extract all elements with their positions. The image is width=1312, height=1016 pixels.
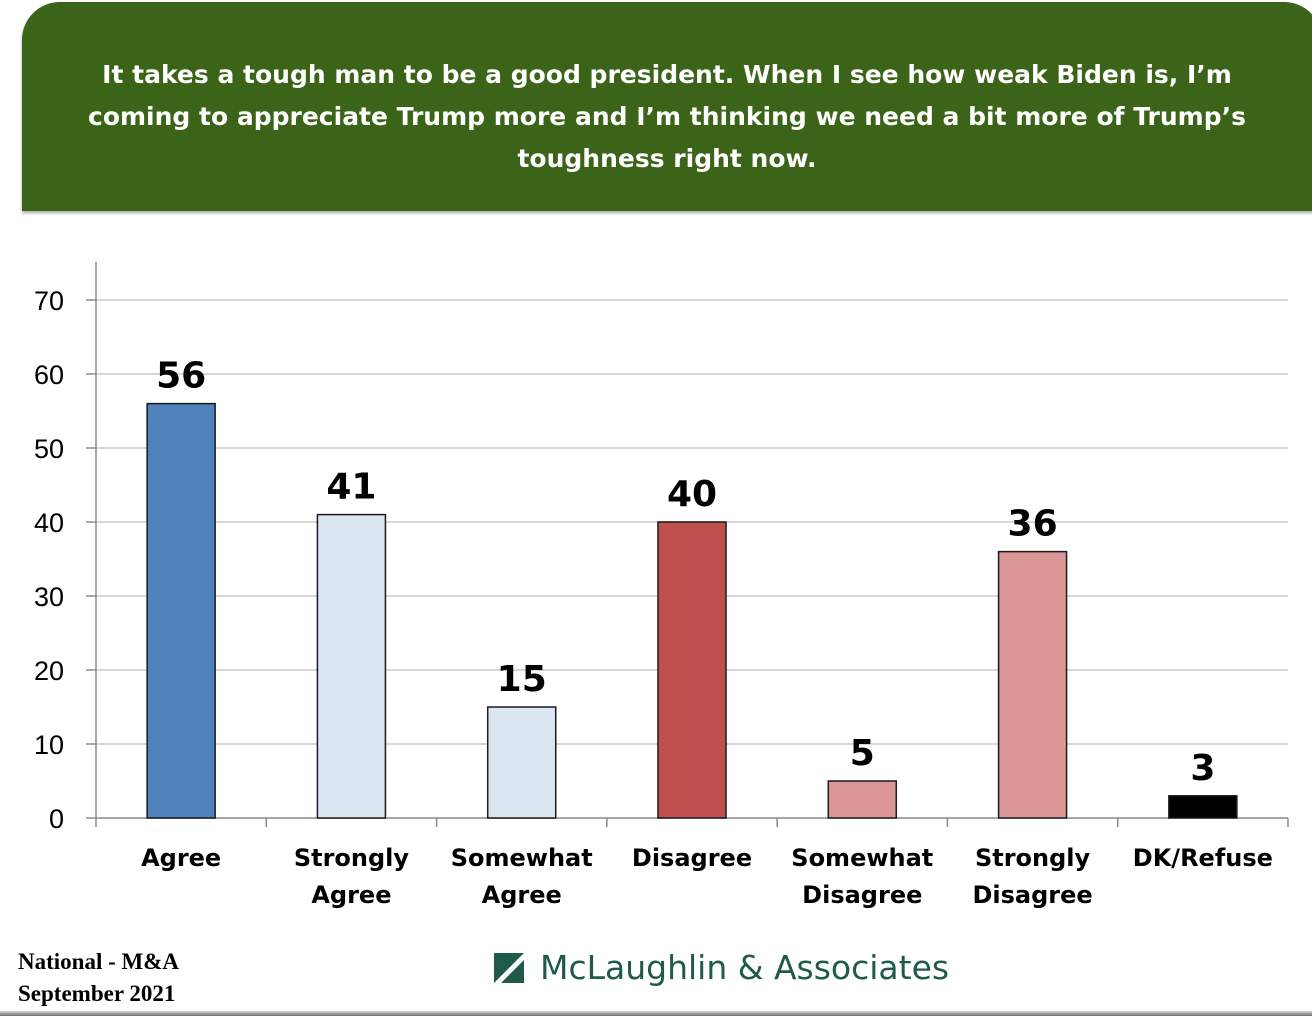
y-tick-label: 70 [34, 286, 64, 316]
x-tick-label: Strongly [975, 844, 1091, 872]
x-tick-label: DK/Refuse [1133, 844, 1273, 872]
data-label: 5 [850, 733, 875, 774]
x-tick-label: Agree [482, 881, 562, 909]
data-label: 3 [1190, 748, 1215, 789]
y-tick-label: 40 [34, 508, 64, 538]
x-tick-label: Disagree [802, 881, 922, 909]
x-tick-label: Agree [141, 844, 221, 872]
data-label: 40 [667, 474, 717, 515]
data-label: 41 [326, 467, 376, 508]
y-tick-label: 0 [49, 804, 64, 834]
x-tick-label: Somewhat [791, 844, 933, 872]
bar-chart: 0 10 20 30 40 50 60 70 56 Agree 41 Strongly Agree 15 S… [34, 262, 1289, 909]
x-tick-label: Disagree [972, 881, 1092, 909]
y-tick-label: 60 [34, 360, 64, 390]
title-banner: It takes a tough man to be a good presid… [22, 2, 1312, 211]
logo-mark-icon [494, 953, 524, 983]
data-label: 15 [497, 659, 547, 700]
bar [146, 402, 216, 819]
bar [316, 513, 387, 819]
source-line-date: September 2021 [18, 981, 176, 1006]
bottom-divider [0, 1011, 1312, 1016]
x-tick-label: Agree [311, 881, 391, 909]
chart-question-title: It takes a tough man to be a good presid… [88, 60, 1246, 173]
data-label: 36 [1008, 504, 1058, 545]
brand-name: McLaughlin & Associates [540, 948, 950, 987]
x-tick-label: Disagree [632, 844, 752, 872]
bar [1168, 795, 1238, 819]
x-tick-label: Strongly [294, 844, 410, 872]
data-label: 56 [156, 356, 206, 397]
y-tick-label: 10 [34, 730, 64, 760]
source-line-national: National - M&A [18, 949, 179, 974]
y-tick-label: 20 [34, 656, 64, 686]
bar [657, 521, 727, 819]
bar [997, 550, 1068, 819]
y-tick-label: 30 [34, 582, 64, 612]
x-tick-label: Somewhat [451, 844, 593, 872]
y-tick-label: 50 [34, 434, 64, 464]
source-note: National - M&A September 2021 [18, 946, 179, 1010]
bar [827, 780, 898, 819]
bar [486, 706, 557, 819]
